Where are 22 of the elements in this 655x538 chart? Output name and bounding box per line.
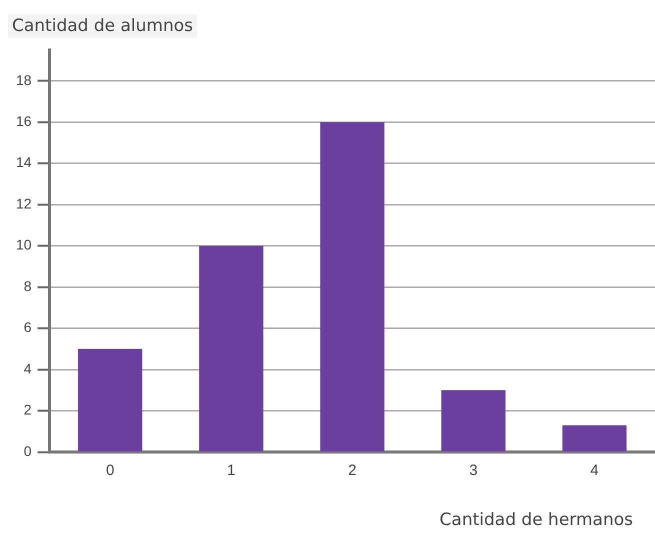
y-tick-label: 10 <box>16 236 32 253</box>
y-axis-title: Cantidad de alumnos <box>8 14 198 38</box>
bar <box>320 122 384 452</box>
x-tick-label: 2 <box>348 462 356 480</box>
bar <box>78 348 142 452</box>
y-tick-label: 6 <box>24 319 32 336</box>
bar <box>199 246 264 452</box>
y-tick-label: 8 <box>24 278 32 294</box>
x-tick-label: 3 <box>469 462 478 480</box>
x-axis-title: Cantidad de hermanos <box>440 510 633 530</box>
y-tick-label: 4 <box>24 360 32 376</box>
bar <box>441 390 506 452</box>
y-tick-label: 12 <box>16 195 32 212</box>
y-tick-label: 14 <box>16 154 32 170</box>
bar <box>562 425 627 452</box>
x-tick-label: 0 <box>106 462 114 480</box>
y-tick-label: 2 <box>24 402 32 418</box>
x-tick-label: 1 <box>227 462 236 480</box>
y-tick-label: 18 <box>16 72 32 88</box>
x-tick-label: 4 <box>590 462 599 480</box>
y-tick-label: 16 <box>16 113 32 130</box>
y-tick-label: 0 <box>24 442 32 459</box>
